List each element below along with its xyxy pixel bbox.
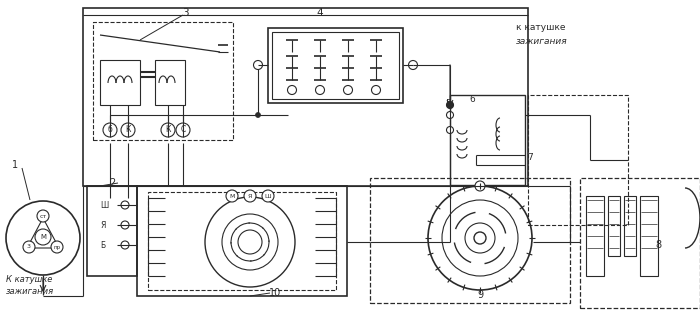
Circle shape: [121, 241, 129, 249]
Circle shape: [409, 60, 417, 70]
Text: 1: 1: [12, 160, 18, 170]
Text: 3: 3: [182, 8, 188, 18]
Bar: [370, 178, 570, 303]
Bar: [93, 22, 233, 140]
Bar: [83, 8, 528, 186]
Circle shape: [447, 101, 454, 108]
Text: 8: 8: [655, 240, 661, 250]
Circle shape: [475, 181, 485, 191]
Circle shape: [51, 241, 63, 253]
Circle shape: [344, 86, 353, 94]
Bar: [155, 60, 185, 105]
Circle shape: [316, 86, 325, 94]
Circle shape: [23, 241, 35, 253]
Circle shape: [37, 210, 49, 222]
Circle shape: [161, 123, 175, 137]
Circle shape: [121, 221, 129, 229]
Bar: [586, 196, 604, 276]
Text: ст: ст: [39, 213, 47, 218]
Text: С: С: [181, 126, 186, 135]
Text: К: К: [165, 126, 171, 135]
Text: 6: 6: [469, 94, 475, 103]
Text: 5: 5: [445, 99, 451, 107]
Bar: [624, 196, 636, 256]
Text: зажигания: зажигания: [516, 38, 568, 46]
Bar: [580, 178, 700, 308]
Text: Ш: Ш: [265, 193, 272, 198]
Text: пр: пр: [53, 245, 61, 250]
Bar: [137, 186, 347, 296]
Bar: [268, 28, 403, 103]
Circle shape: [447, 102, 453, 108]
Circle shape: [256, 113, 260, 117]
Text: к катушке: к катушке: [516, 24, 566, 32]
Bar: [640, 196, 658, 276]
Circle shape: [288, 86, 297, 94]
Circle shape: [103, 123, 117, 137]
Circle shape: [447, 112, 454, 119]
Text: 7: 7: [527, 153, 533, 162]
Bar: [608, 196, 620, 256]
Circle shape: [35, 229, 51, 245]
Text: б: б: [108, 126, 113, 135]
Text: зажигания: зажигания: [6, 287, 54, 295]
Text: 2: 2: [109, 178, 115, 188]
Text: Ш: Ш: [100, 201, 108, 210]
Text: К катушке: К катушке: [6, 274, 52, 284]
Bar: [272, 32, 399, 99]
Text: К: К: [125, 126, 131, 135]
Bar: [450, 95, 525, 185]
Text: Я: Я: [100, 220, 106, 230]
Text: Б: Б: [100, 240, 105, 250]
Text: 10: 10: [269, 288, 281, 298]
Circle shape: [121, 201, 129, 209]
Bar: [100, 60, 140, 105]
Text: 9: 9: [477, 290, 483, 300]
Circle shape: [447, 127, 454, 134]
Text: М: М: [40, 234, 46, 240]
Text: М: М: [230, 193, 235, 198]
Circle shape: [372, 86, 381, 94]
Bar: [87, 186, 137, 276]
Bar: [528, 95, 628, 225]
Text: 4: 4: [316, 8, 323, 18]
Circle shape: [176, 123, 190, 137]
Circle shape: [244, 190, 256, 202]
Text: 3: 3: [27, 245, 31, 250]
Text: Я: Я: [248, 193, 252, 198]
Circle shape: [121, 123, 135, 137]
Circle shape: [226, 190, 238, 202]
Circle shape: [253, 60, 262, 70]
Circle shape: [262, 190, 274, 202]
Bar: [148, 192, 336, 290]
